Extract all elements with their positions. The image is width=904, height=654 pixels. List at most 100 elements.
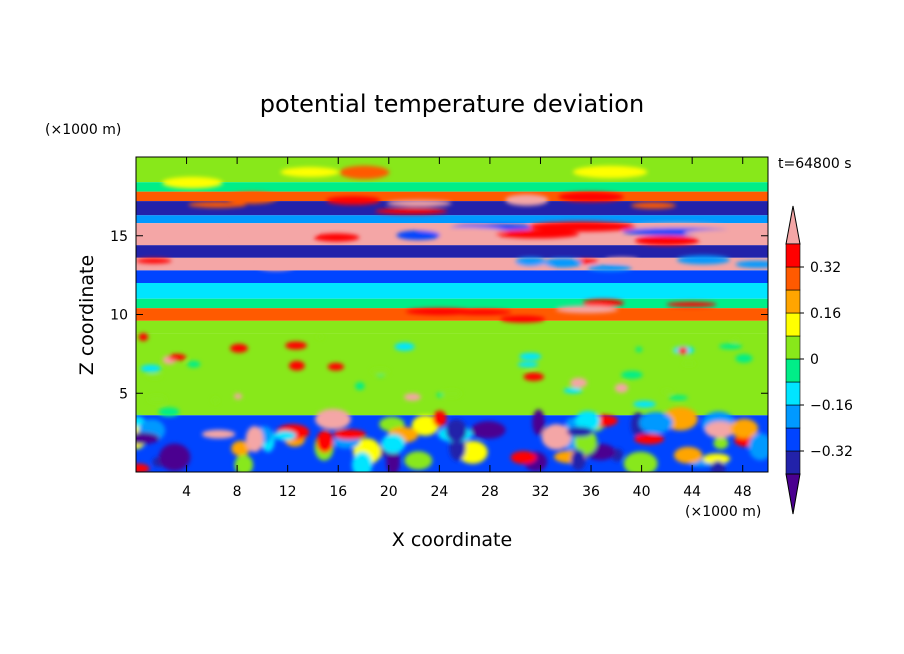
- contour-cell: [234, 454, 254, 472]
- contour-cell: [188, 201, 247, 208]
- colorbar-segment: [785, 266, 801, 291]
- x-tick-label: 28: [481, 484, 499, 500]
- contour-cell: [168, 353, 187, 361]
- x-tick-label: 20: [380, 484, 398, 500]
- contour-cell: [682, 360, 696, 367]
- contour-cell: [381, 434, 406, 454]
- x-axis-unit: (×1000 m): [685, 504, 761, 520]
- contour-cell: [710, 460, 726, 472]
- contour-cell: [147, 394, 167, 404]
- contour-cell: [732, 337, 740, 343]
- contour-cell: [211, 397, 219, 404]
- contour-cell: [614, 383, 629, 393]
- contour-cell: [315, 408, 351, 430]
- contour-cell: [404, 451, 433, 470]
- contour-cell: [666, 301, 717, 308]
- contour-cell: [510, 451, 537, 465]
- contour-cell: [285, 341, 307, 350]
- contour-cell: [623, 451, 658, 472]
- colorbar-segment: [785, 381, 801, 406]
- contour-cell: [355, 382, 365, 391]
- contour-cell: [532, 409, 545, 436]
- colorbar-over-arrow: [785, 205, 801, 245]
- contour-cell: [136, 258, 172, 264]
- y-axis: 5 10 15: [110, 229, 768, 402]
- contour-cell: [158, 443, 191, 471]
- colorbar-label: −0.32: [810, 444, 853, 460]
- x-tick-label: 40: [633, 484, 651, 500]
- contour-cell: [519, 352, 542, 361]
- y-tick-label: 10: [110, 308, 128, 324]
- contour-cell: [678, 346, 688, 355]
- contour-cell: [470, 421, 506, 439]
- contour-cell: [517, 361, 539, 368]
- contour-cell: [230, 343, 248, 353]
- contour-cell: [316, 334, 323, 340]
- contour-cell: [634, 433, 665, 445]
- contour-cell: [257, 261, 295, 271]
- colorbar-segment: [785, 312, 801, 337]
- contour-cell: [280, 167, 340, 178]
- contour-band: [136, 283, 768, 299]
- contour-cell: [735, 260, 768, 268]
- contour-cell: [684, 229, 768, 237]
- colorbar-label: 0.32: [810, 260, 841, 276]
- chart-title: potential temperature deviation: [260, 90, 644, 118]
- contour-cell: [563, 387, 583, 394]
- contour-band: [136, 201, 768, 216]
- y-tick-label: 15: [110, 229, 128, 245]
- contour-cell: [702, 453, 731, 465]
- contour-cell: [386, 199, 452, 207]
- contour-cell: [544, 258, 583, 268]
- contour-cell: [403, 393, 421, 401]
- contour-cell: [227, 191, 278, 204]
- contour-cell: [162, 176, 223, 189]
- colorbar-segment: [785, 243, 801, 268]
- contour-cell: [201, 429, 236, 439]
- contour-cell: [326, 196, 381, 205]
- contour-cell: [313, 233, 360, 242]
- contour-band: [136, 270, 768, 283]
- contour-cell: [500, 315, 546, 323]
- contour-cell: [233, 393, 243, 400]
- contour-cell: [748, 433, 768, 461]
- contour-cell: [570, 377, 588, 388]
- colorbar: 0.32 0.16 0 −0.16 −0.32: [785, 205, 853, 515]
- contour-cell: [386, 447, 401, 472]
- contour-cell: [411, 415, 439, 436]
- contour-cell: [432, 410, 447, 427]
- contour-cell: [676, 255, 730, 265]
- time-label: t=64800 s: [778, 156, 852, 172]
- contour-cell: [339, 165, 390, 180]
- contour-cell: [273, 430, 297, 441]
- contour-cell: [730, 418, 759, 439]
- x-tick-label: 8: [233, 484, 242, 500]
- contour-cell: [633, 400, 656, 408]
- contour-band: [136, 191, 768, 202]
- x-tick-label: 16: [329, 484, 347, 500]
- contour-cell: [405, 308, 475, 316]
- y-axis-label: Z coordinate: [76, 255, 98, 375]
- contour-cell: [445, 419, 467, 443]
- contour-cell: [370, 367, 390, 376]
- y-tick-label: 5: [119, 386, 128, 402]
- contour-cell: [668, 395, 688, 401]
- contour-cell: [288, 360, 305, 371]
- contour-cell: [523, 372, 545, 381]
- contour-cell: [639, 411, 673, 434]
- x-axis: 4 8 12 16 20 24 28 32 36 40 44 48: [182, 157, 752, 500]
- colorbar-segment: [785, 427, 801, 452]
- colorbar-segment: [785, 404, 801, 429]
- contour-cell: [140, 364, 162, 373]
- y-axis-unit: (×1000 m): [45, 122, 121, 138]
- contour-cell: [394, 342, 415, 351]
- colorbar-segment: [785, 450, 801, 475]
- contour-band: [136, 298, 768, 309]
- colorbar-label: 0: [810, 352, 819, 368]
- x-tick-label: 12: [279, 484, 297, 500]
- contour-cell: [635, 346, 643, 353]
- contour-cell: [661, 389, 673, 394]
- colorbar-segment: [785, 335, 801, 360]
- contour-cell: [316, 430, 334, 453]
- contour-cell: [515, 257, 547, 267]
